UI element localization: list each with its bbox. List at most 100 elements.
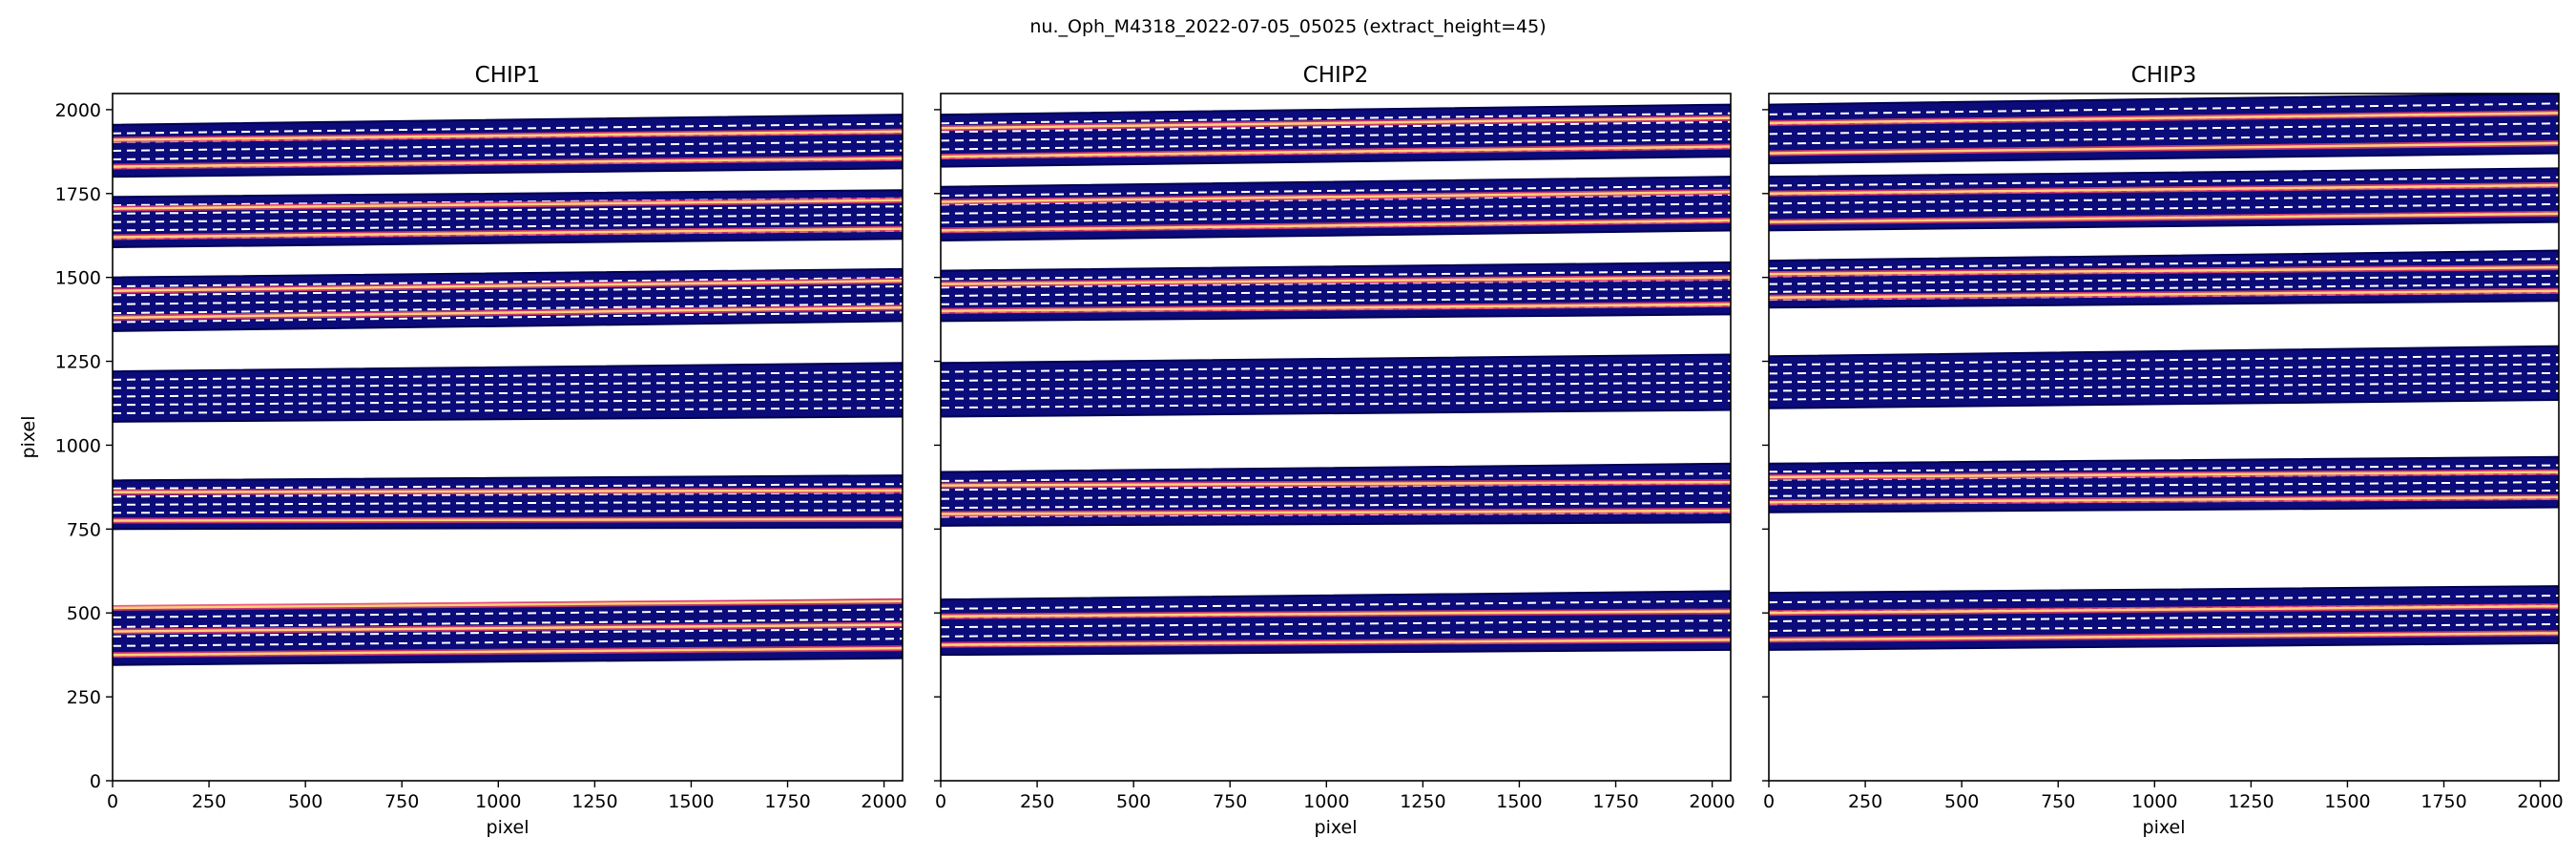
trace-line (113, 517, 903, 522)
trace-line (1769, 265, 2559, 276)
extraction-guide (1769, 354, 2559, 367)
extraction-guide (113, 483, 903, 490)
extraction-guide (941, 287, 1731, 297)
extraction-guide (1769, 274, 2559, 285)
extraction-guide (1769, 132, 2559, 145)
trace-line (113, 279, 903, 292)
trace-line (113, 623, 903, 633)
trace-line (941, 303, 1731, 313)
plot-area (113, 114, 903, 666)
trace-line (941, 219, 1731, 232)
y-axis-label: pixel (18, 416, 39, 459)
y-tick-label: 1750 (55, 184, 101, 205)
y-tick-label: 1250 (55, 352, 101, 373)
order-2 (941, 462, 1731, 527)
trace-line (941, 610, 1731, 618)
order-5 (113, 189, 903, 249)
extraction-guide (113, 149, 903, 161)
extraction-guide (941, 599, 1731, 610)
y-tick-label: 1000 (55, 435, 101, 456)
y-tick-label: 750 (67, 519, 101, 540)
x-tick-label: 1250 (571, 791, 617, 812)
y-tick-label: 250 (67, 687, 101, 708)
x-tick-label: 2000 (2517, 791, 2563, 812)
extraction-guide (941, 137, 1731, 151)
trace-line (1769, 289, 2559, 299)
y-tick-label: 2000 (55, 100, 101, 121)
extraction-guide (941, 390, 1731, 400)
extraction-guide (941, 296, 1731, 305)
order-3 (113, 362, 903, 423)
order-1 (1769, 585, 2559, 651)
order-1 (941, 590, 1731, 657)
y-tick-label: 1500 (55, 268, 101, 289)
x-tick-label: 1500 (2324, 791, 2370, 812)
x-tick-label: 500 (1116, 791, 1151, 812)
x-axis-label: pixel (1315, 817, 1358, 838)
extraction-guide (113, 509, 903, 514)
x-tick-label: 1750 (764, 791, 810, 812)
x-axis-label: pixel (487, 817, 530, 838)
y-tick-label: 0 (90, 771, 101, 792)
x-tick-label: 1250 (2228, 791, 2274, 812)
panel-title: CHIP1 (475, 63, 541, 88)
extraction-guide (1769, 202, 2559, 214)
order-6 (1769, 94, 2559, 165)
trace-line (113, 157, 903, 168)
extraction-guide (113, 311, 903, 324)
order-4 (1769, 249, 2559, 309)
x-tick-label: 250 (192, 791, 226, 812)
extraction-guide (113, 213, 903, 223)
extraction-guide (113, 397, 903, 407)
extraction-guide (113, 370, 903, 381)
extraction-guide (1769, 258, 2559, 270)
x-tick-label: 1000 (475, 791, 521, 812)
extraction-guide (941, 211, 1731, 224)
extraction-guide (113, 627, 903, 638)
extraction-guide (113, 618, 903, 628)
axes-frame (1768, 93, 2560, 782)
extraction-guide (941, 629, 1731, 638)
x-tick-label: 1250 (1400, 791, 1445, 812)
plot-area (941, 103, 1731, 657)
extraction-guide (941, 501, 1731, 510)
extraction-guide (1769, 489, 2559, 497)
extraction-guide (1769, 371, 2559, 384)
x-tick-label: 500 (288, 791, 322, 812)
order-6 (941, 103, 1731, 168)
order-6 (113, 114, 903, 178)
x-tick-label: 500 (1944, 791, 1979, 812)
extraction-guide (113, 122, 903, 135)
order-band (113, 267, 903, 332)
panel-title: CHIP3 (2131, 63, 2197, 88)
extraction-guide (113, 205, 903, 215)
extraction-guide (1769, 176, 2559, 187)
trace-line (113, 646, 903, 657)
x-tick-label: 1000 (2131, 791, 2177, 812)
order-band (941, 353, 1731, 418)
extraction-guide (113, 380, 903, 389)
extraction-guide (1769, 363, 2559, 375)
order-band (113, 362, 903, 423)
trace-line (941, 276, 1731, 285)
extraction-guide (113, 388, 903, 398)
x-tick-label: 0 (107, 791, 118, 812)
x-tick-label: 2000 (1689, 791, 1735, 812)
trace-line (113, 227, 903, 239)
trace-line (941, 480, 1731, 487)
x-tick-label: 1750 (2420, 791, 2466, 812)
extraction-guide (113, 276, 903, 288)
x-tick-label: 1500 (1496, 791, 1542, 812)
chip-panel-2: CHIP2 0 250 500 750 1000 1250 1500 1750 2000 pixel (934, 63, 1735, 838)
extraction-guide (113, 303, 903, 315)
x-tick-label: 250 (1020, 791, 1054, 812)
extraction-guide (941, 619, 1731, 629)
order-3 (1769, 345, 2559, 409)
figure-title: nu._Oph_M4318_2022-07-05_05025 (extract_… (1029, 16, 1546, 37)
trace-line (941, 639, 1731, 646)
extraction-guide (113, 140, 903, 152)
extraction-guide (941, 269, 1731, 281)
order-4 (941, 261, 1731, 323)
extraction-guide (941, 112, 1731, 125)
